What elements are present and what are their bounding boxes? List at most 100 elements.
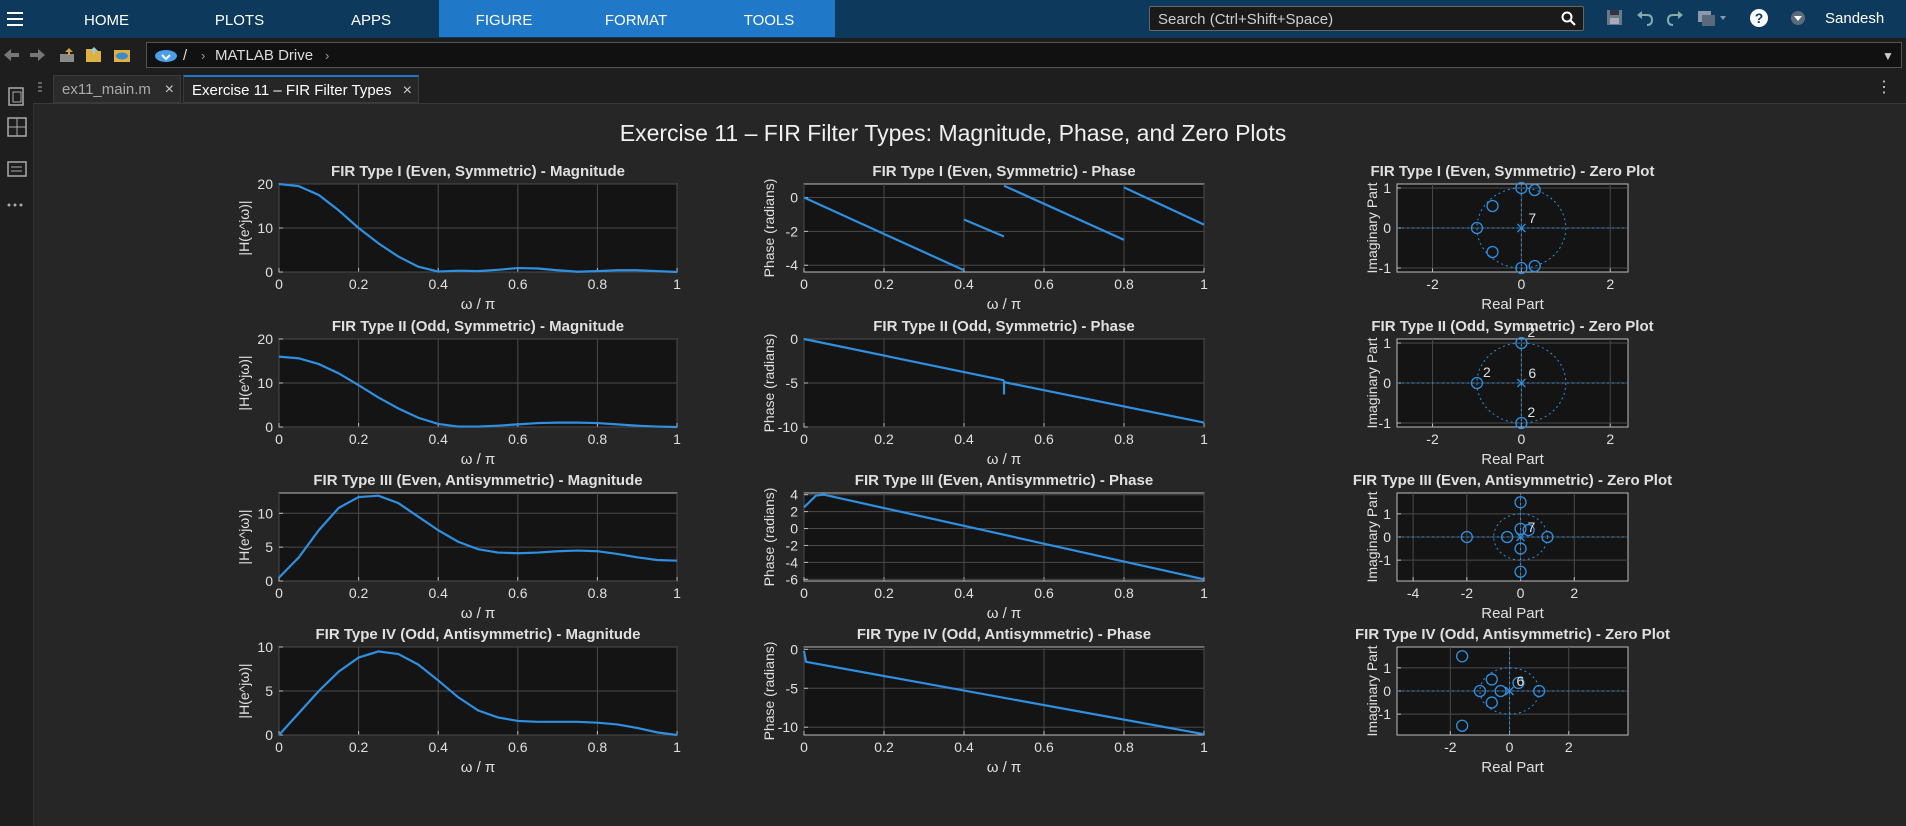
search-input[interactable] xyxy=(1156,8,1560,31)
magnitude-line xyxy=(278,650,678,737)
magnitude-title: FIR Type IV (Odd, Antisymmetric) - Magni… xyxy=(315,626,640,643)
tab-home[interactable]: HOME xyxy=(84,12,129,29)
phase-line xyxy=(802,650,1205,736)
x-tick-label: 0.2 xyxy=(874,739,894,755)
y-tick-label: -1 xyxy=(1379,706,1392,722)
user-name[interactable]: Sandesh xyxy=(1825,10,1885,27)
pole-marker xyxy=(1516,532,1526,542)
phase-xlabel: ω / π xyxy=(987,759,1022,776)
phase-ylabel: Phase (radians) xyxy=(761,334,777,433)
tab-options-icon[interactable]: ⋮ xyxy=(1876,79,1892,96)
x-tick-label: 0 xyxy=(275,276,283,292)
search-box[interactable] xyxy=(1149,6,1584,31)
zero-marker xyxy=(1494,684,1507,698)
zero-marker xyxy=(1512,676,1525,690)
phase-line xyxy=(963,218,1005,238)
y-tick-label: -1 xyxy=(1379,415,1392,431)
magnitude-line xyxy=(278,494,678,579)
x-tick-label: 0 xyxy=(1506,739,1514,755)
tab-format[interactable]: FORMAT xyxy=(569,0,703,37)
up-folder-icon[interactable] xyxy=(58,46,78,64)
x-tick-label: 0 xyxy=(1517,276,1525,292)
zero-marker xyxy=(1514,522,1527,536)
save-icon[interactable] xyxy=(1604,7,1626,29)
path-chevron-icon[interactable]: › xyxy=(325,48,330,63)
close-icon[interactable]: × xyxy=(402,82,412,99)
x-tick-label: 0.6 xyxy=(508,276,528,292)
close-icon[interactable]: × xyxy=(164,81,174,98)
path-field[interactable]: / › MATLAB Drive › ▼ xyxy=(146,42,1902,68)
x-tick-label: 2 xyxy=(1570,585,1578,601)
tab-plots[interactable]: PLOTS xyxy=(214,12,265,29)
x-tick-label: 0.8 xyxy=(588,276,608,292)
x-tick-label: 0.6 xyxy=(508,739,528,755)
cloud-folder-icon[interactable] xyxy=(112,46,132,64)
y-tick-label: 5 xyxy=(265,683,273,699)
help-icon[interactable]: ? xyxy=(1748,7,1770,29)
zero-marker xyxy=(1486,199,1499,213)
command-history-icon[interactable] xyxy=(6,158,28,180)
zero-plot-ylabel: Imaginary Part xyxy=(1364,337,1380,428)
path-dropdown-icon[interactable]: ▼ xyxy=(1882,49,1894,63)
x-tick-label: 0.8 xyxy=(1114,585,1134,601)
y-tick-label: 0 xyxy=(265,727,273,743)
switch-windows-icon[interactable] xyxy=(1696,7,1730,29)
y-tick-label: -1 xyxy=(1379,552,1392,568)
workspace-panel-icon[interactable] xyxy=(6,116,28,138)
phase-ylabel: Phase (radians) xyxy=(761,179,777,278)
x-tick-label: 0 xyxy=(1517,585,1525,601)
phase-line xyxy=(1123,186,1205,226)
files-panel-icon[interactable] xyxy=(6,86,28,108)
search-icon[interactable] xyxy=(1561,11,1577,32)
y-tick-label: 1 xyxy=(1383,335,1391,351)
redo-icon[interactable] xyxy=(1664,7,1686,29)
y-tick-label: 0 xyxy=(1383,220,1391,236)
y-tick-label: 0 xyxy=(265,419,273,435)
y-tick-label: 0 xyxy=(265,573,273,589)
tab-apps[interactable]: APPS xyxy=(350,12,392,29)
menu-icon[interactable] xyxy=(4,7,28,31)
unit-circle xyxy=(1476,187,1567,269)
pole-count-label: 7 xyxy=(1528,519,1536,535)
zero-marker xyxy=(1522,523,1535,537)
zero-marker xyxy=(1533,684,1546,698)
phase-xlabel: ω / π xyxy=(987,605,1022,622)
phase-line xyxy=(803,493,1205,581)
browse-folder-icon[interactable] xyxy=(84,46,104,64)
back-icon[interactable] xyxy=(2,46,22,64)
doc-tab-ex11-main[interactable]: ex11_main.m × xyxy=(53,75,181,103)
zero-plot-xlabel: Real Part xyxy=(1481,605,1544,622)
zero-marker xyxy=(1515,416,1528,430)
doc-tab-figure[interactable]: Exercise 11 – FIR Filter Types × xyxy=(183,75,419,103)
x-tick-label: 0 xyxy=(1517,431,1525,447)
svg-text:?: ? xyxy=(1755,10,1764,26)
x-tick-label: 0.4 xyxy=(428,276,448,292)
x-tick-label: 0.6 xyxy=(1034,276,1054,292)
undo-icon[interactable] xyxy=(1634,7,1656,29)
tab-grip-icon[interactable] xyxy=(37,81,43,99)
tab-figure[interactable]: FIGURE xyxy=(439,0,569,37)
path-folder[interactable]: MATLAB Drive xyxy=(215,47,314,64)
x-tick-label: 0.8 xyxy=(1114,739,1134,755)
phase-line xyxy=(1003,184,1125,241)
zero-marker xyxy=(1470,376,1484,390)
zero-marker xyxy=(1515,181,1528,195)
x-tick-label: 0.8 xyxy=(1114,276,1134,292)
more-panels-icon[interactable] xyxy=(6,194,28,216)
forward-icon[interactable] xyxy=(27,46,47,64)
path-root[interactable]: / xyxy=(183,47,188,64)
zero-marker xyxy=(1514,565,1527,578)
magnitude-xlabel: ω / π xyxy=(461,296,496,313)
y-tick-label: 10 xyxy=(257,220,273,236)
y-tick-label: 0 xyxy=(790,641,798,657)
matlab-drive-cloud-icon[interactable] xyxy=(153,47,179,67)
x-tick-label: 1 xyxy=(673,585,681,601)
zero-plot-ylabel: Imaginary Part xyxy=(1364,182,1380,273)
y-tick-label: -2 xyxy=(786,223,799,239)
x-tick-label: 1 xyxy=(673,431,681,447)
y-tick-label: 0 xyxy=(1383,529,1391,545)
tab-tools[interactable]: TOOLS xyxy=(703,0,835,37)
zero-multiplicity-label: 2 xyxy=(1527,404,1535,420)
account-dropdown-icon[interactable] xyxy=(1788,7,1808,29)
address-bar: / › MATLAB Drive › ▼ xyxy=(0,38,1906,73)
